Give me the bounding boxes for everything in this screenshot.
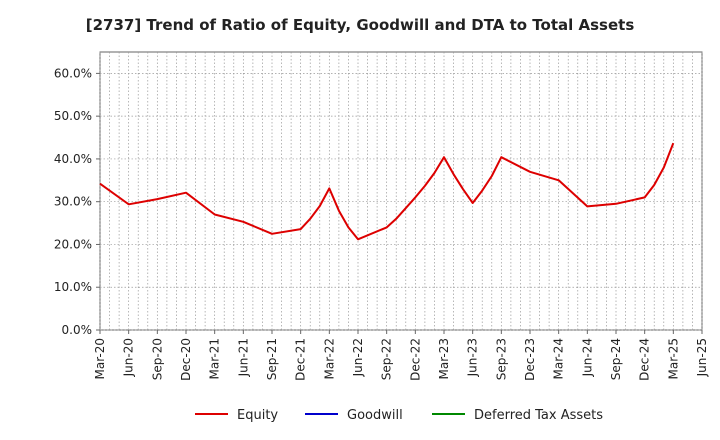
x-tick-label: Sep-20 bbox=[150, 338, 164, 380]
y-tick-label: 0.0% bbox=[62, 323, 93, 337]
x-tick-label: Mar-21 bbox=[208, 338, 222, 379]
series-line-equity bbox=[99, 142, 675, 241]
x-tick-label: Sep-21 bbox=[265, 338, 279, 380]
x-tick-label: Dec-21 bbox=[294, 338, 308, 381]
x-tick-label: Jun-21 bbox=[236, 338, 250, 377]
y-tick-label: 20.0% bbox=[54, 237, 92, 251]
x-tick-label: Sep-23 bbox=[494, 338, 508, 380]
x-tick-label: Dec-24 bbox=[638, 338, 652, 381]
x-axis: Mar-20 Jun-20 Sep-20 Dec-20 Mar-21 Jun-21 Sep-… bbox=[93, 330, 709, 381]
legend: Equity Goodwill Deferred Tax Assets bbox=[195, 408, 603, 423]
x-tick-label: Jun-20 bbox=[122, 338, 136, 377]
x-tick-label: Sep-22 bbox=[380, 338, 394, 380]
x-tick-label: Jun-23 bbox=[466, 338, 480, 377]
y-tick-label: 30.0% bbox=[54, 195, 92, 209]
chart-title: [2737] Trend of Ratio of Equity, Goodwil… bbox=[86, 16, 635, 34]
x-tick-label: Dec-22 bbox=[408, 338, 422, 381]
y-tick-label: 60.0% bbox=[54, 66, 92, 80]
x-tick-label: Jun-24 bbox=[580, 338, 594, 377]
x-tick-label: Dec-23 bbox=[523, 338, 537, 381]
plot-area bbox=[99, 51, 703, 331]
x-tick-label: Mar-20 bbox=[93, 338, 107, 379]
series-layer bbox=[99, 142, 675, 241]
x-tick-label: Mar-23 bbox=[437, 338, 451, 379]
x-tick-label: Mar-25 bbox=[666, 338, 680, 379]
y-tick-label: 40.0% bbox=[54, 152, 92, 166]
x-tick-label: Dec-20 bbox=[179, 338, 193, 381]
x-tick-label: Jun-25 bbox=[695, 338, 709, 377]
x-tick-label: Mar-22 bbox=[322, 338, 336, 379]
grid bbox=[99, 52, 703, 331]
legend-label: Deferred Tax Assets bbox=[474, 408, 603, 423]
y-axis: 0.0% 10.0% 20.0% 30.0% 40.0% 50.0% 60.0% bbox=[54, 66, 100, 337]
x-tick-label: Mar-24 bbox=[552, 338, 566, 379]
legend-label: Goodwill bbox=[347, 408, 403, 423]
x-tick-label: Sep-24 bbox=[609, 338, 623, 380]
x-tick-label: Jun-22 bbox=[351, 338, 365, 377]
y-tick-label: 50.0% bbox=[54, 109, 92, 123]
plot-border bbox=[99, 51, 703, 331]
legend-label: Equity bbox=[237, 408, 278, 423]
y-tick-label: 10.0% bbox=[54, 280, 92, 294]
